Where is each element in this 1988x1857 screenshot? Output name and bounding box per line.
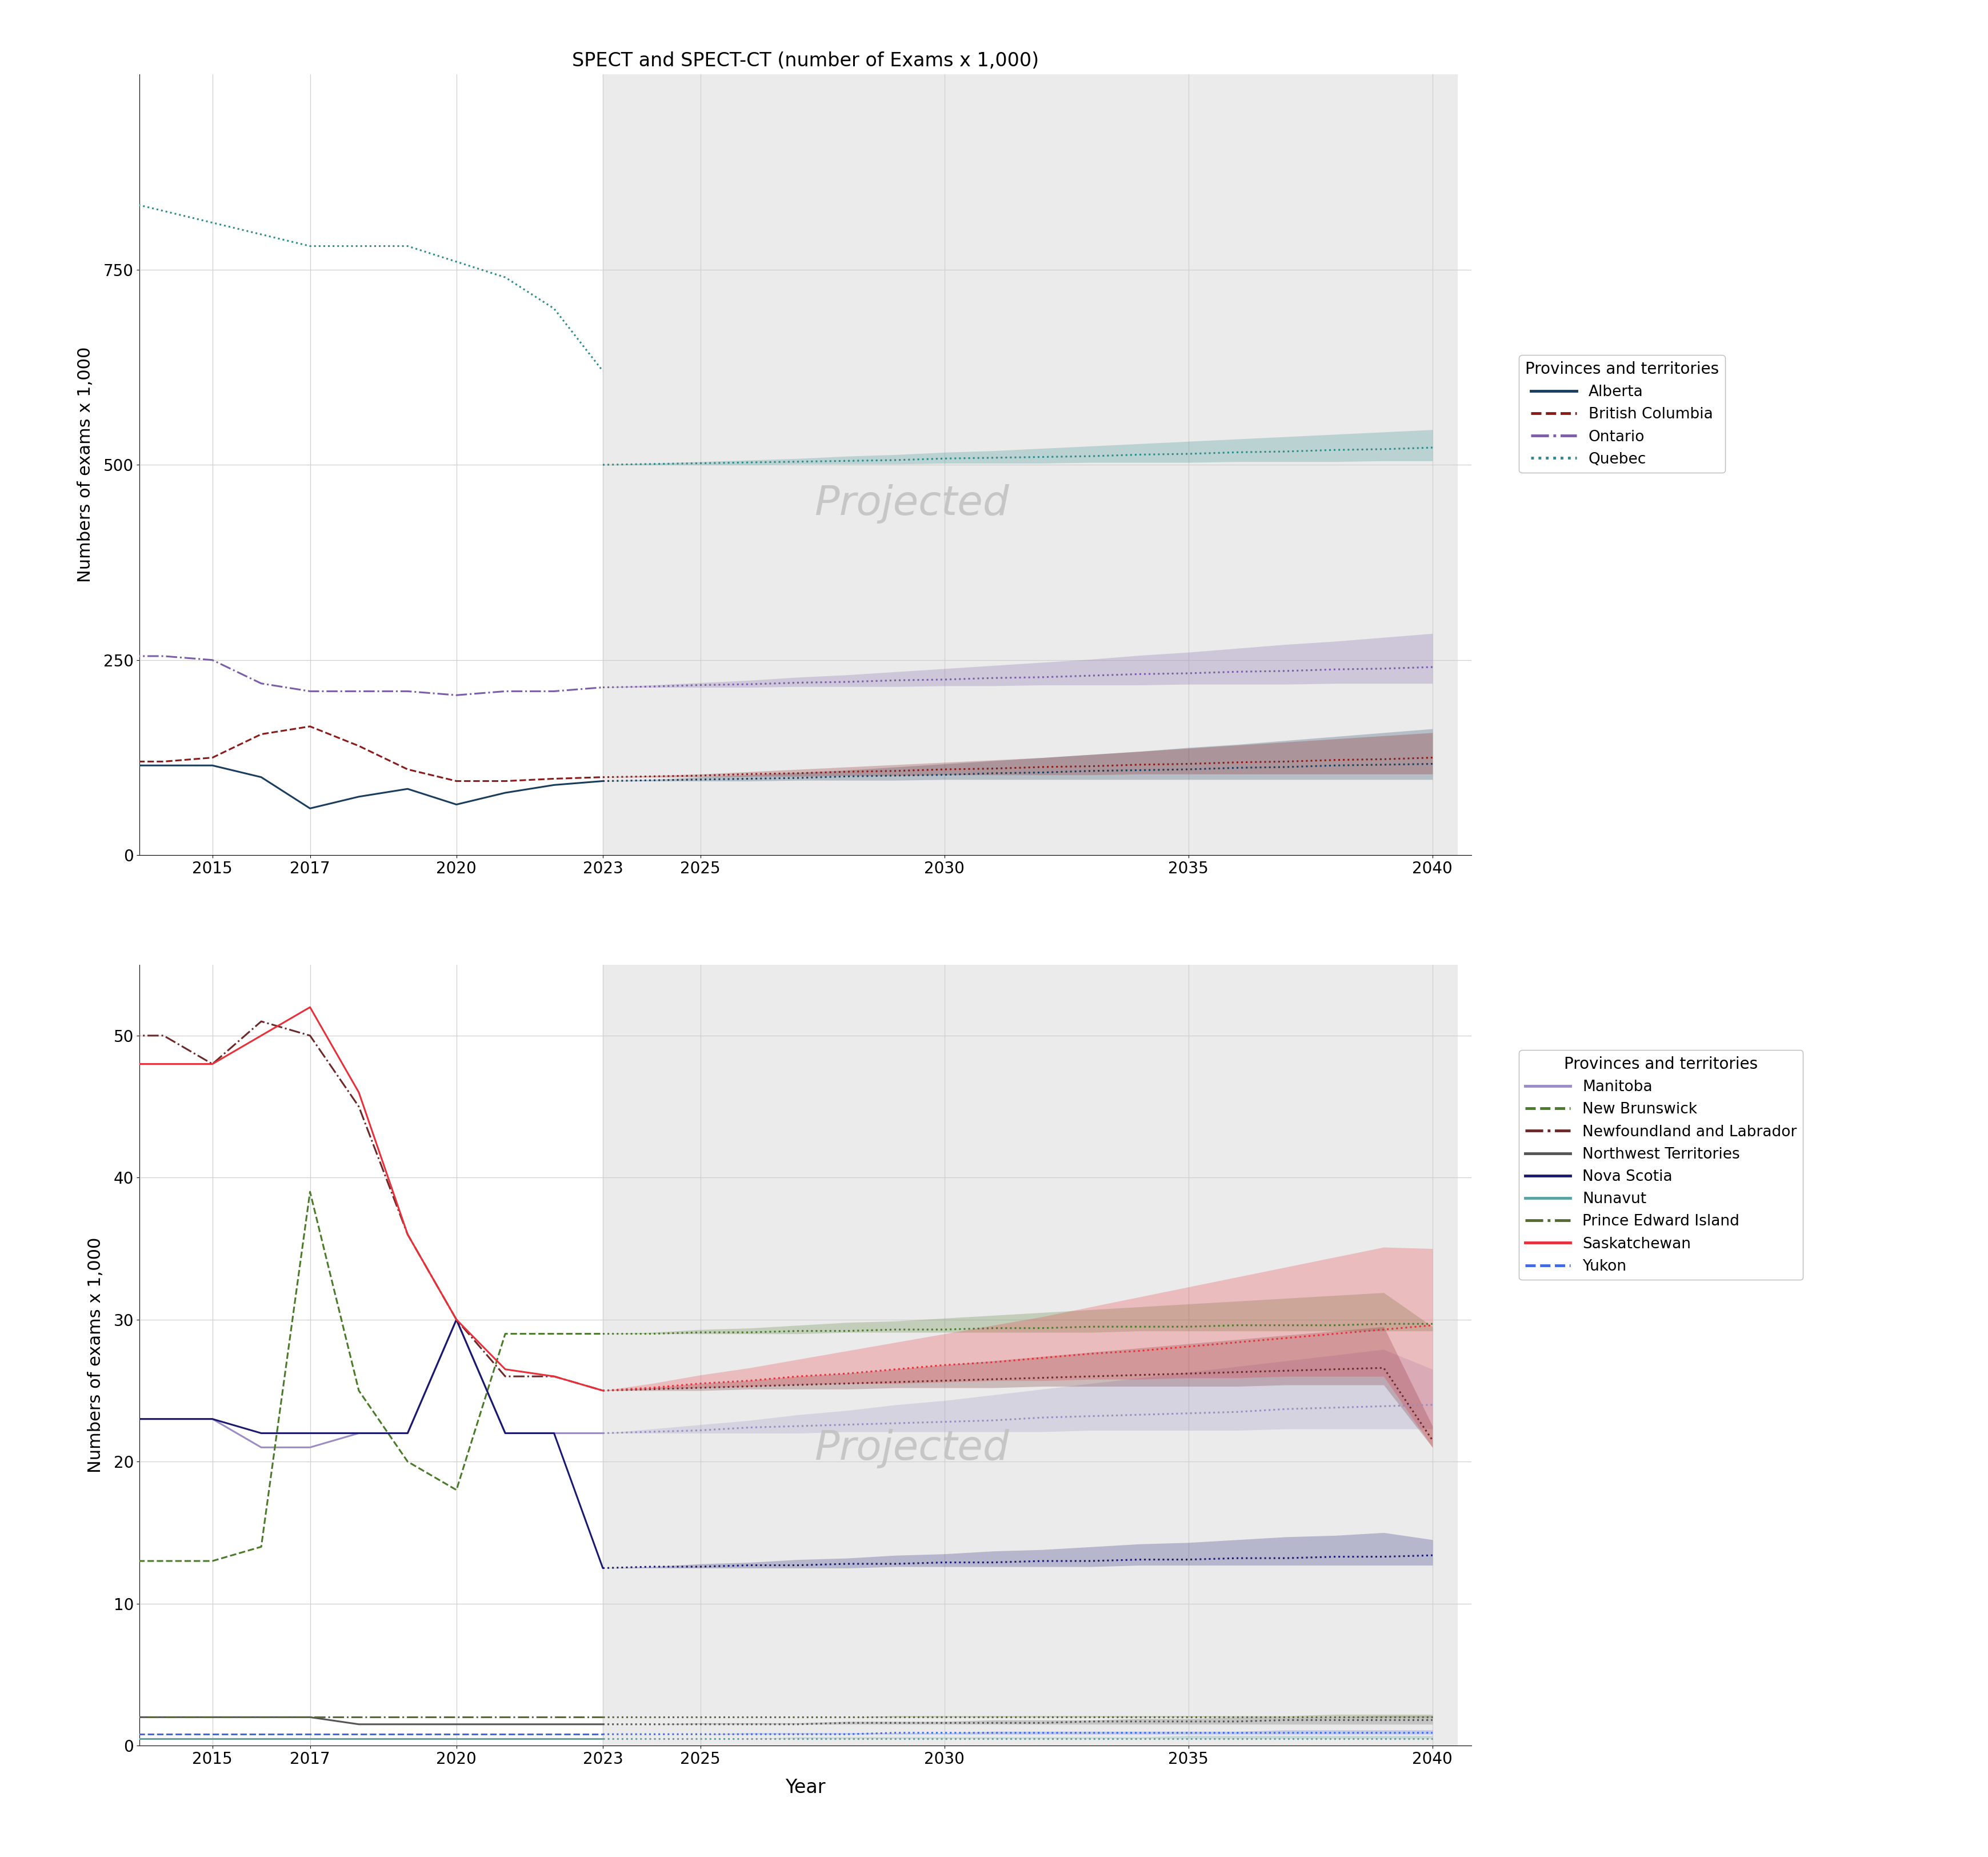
X-axis label: Year: Year xyxy=(785,1779,825,1798)
Title: SPECT and SPECT-CT (number of Exams x 1,000): SPECT and SPECT-CT (number of Exams x 1,… xyxy=(573,52,1038,71)
Legend: Manitoba, New Brunswick, Newfoundland and Labrador, Northwest Territories, Nova : Manitoba, New Brunswick, Newfoundland an… xyxy=(1519,1051,1803,1279)
Y-axis label: Numbers of exams x 1,000: Numbers of exams x 1,000 xyxy=(87,1237,103,1473)
Y-axis label: Numbers of exams x 1,000: Numbers of exams x 1,000 xyxy=(78,347,93,583)
Bar xyxy=(602,74,1457,856)
Text: Projected: Projected xyxy=(815,1430,1010,1469)
Legend: Alberta, British Columbia, Ontario, Quebec: Alberta, British Columbia, Ontario, Queb… xyxy=(1519,355,1724,474)
Text: Projected: Projected xyxy=(815,485,1010,524)
Bar xyxy=(602,964,1457,1746)
